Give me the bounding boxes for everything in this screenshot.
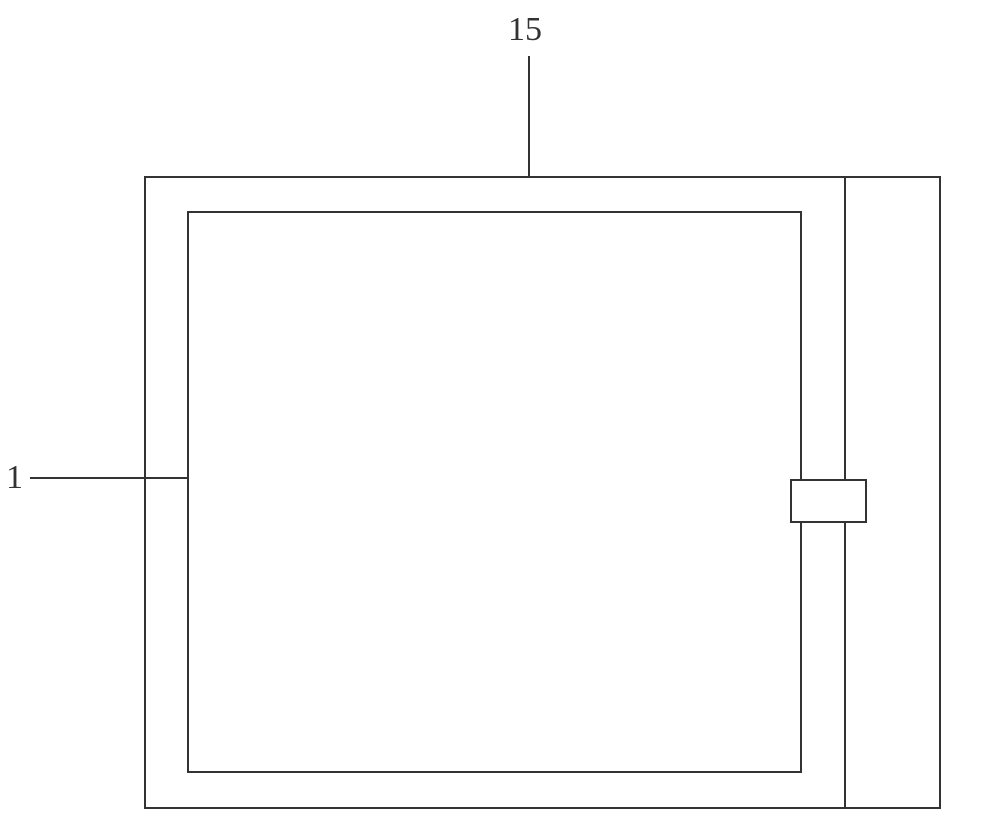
callout-1-label: 1 [6, 459, 23, 496]
latch-rect [791, 480, 866, 522]
schematic-diagram: 15 1 [0, 0, 1000, 838]
callout-15-label: 15 [508, 11, 542, 48]
inner-rect [188, 212, 801, 772]
